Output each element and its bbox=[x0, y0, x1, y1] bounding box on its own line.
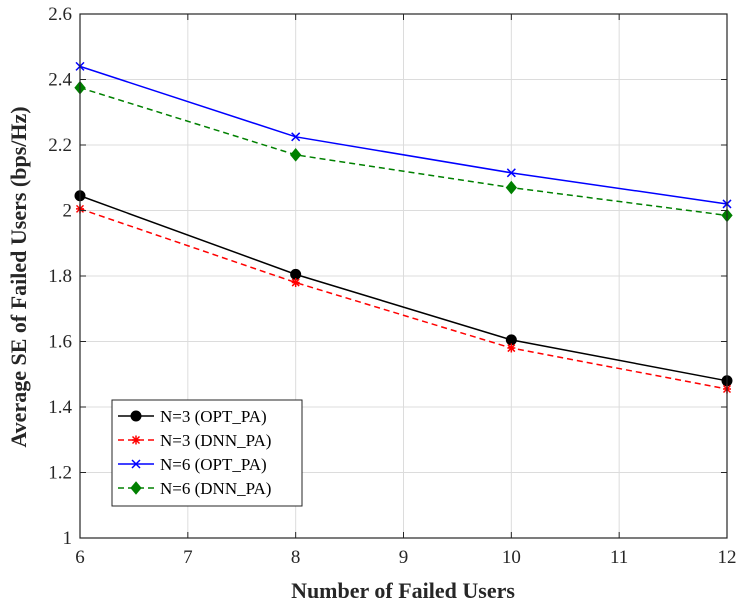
x-tick-label: 8 bbox=[291, 547, 301, 568]
legend-label-1: N=3 (OPT_PA) bbox=[160, 407, 267, 426]
y-tick-label: 2.2 bbox=[48, 135, 72, 156]
y-tick-label: 2.4 bbox=[48, 70, 72, 91]
series-line-3 bbox=[79, 65, 728, 205]
tick-marks bbox=[79, 13, 728, 539]
legend-marker-4 bbox=[130, 481, 142, 495]
series-line-4 bbox=[79, 86, 728, 217]
y-tick-label: 1.8 bbox=[48, 266, 72, 287]
data-point bbox=[506, 168, 516, 178]
data-point bbox=[290, 268, 302, 280]
data-point bbox=[507, 343, 516, 353]
y-tick-label: 1.6 bbox=[48, 332, 72, 353]
series-line-1 bbox=[79, 195, 728, 382]
y-tick-label: 1 bbox=[63, 528, 73, 549]
y-tick-label: 2.6 bbox=[48, 4, 72, 25]
legend-label-2: N=3 (DNN_PA) bbox=[160, 431, 271, 450]
legend-marker-1 bbox=[130, 410, 142, 422]
x-tick-label: 7 bbox=[183, 547, 193, 568]
x-tick-label: 6 bbox=[75, 547, 85, 568]
legend-marker-2 bbox=[131, 435, 141, 445]
data-point bbox=[291, 132, 301, 142]
legend-marker-3 bbox=[131, 459, 141, 469]
data-point bbox=[505, 334, 517, 346]
legend: N=3 (OPT_PA) N=3 (DNN_PA) N=6 (OPT_PA) N=6 … bbox=[111, 399, 303, 507]
y-tick-label: 1.2 bbox=[48, 463, 72, 484]
series-layer bbox=[74, 61, 733, 394]
legend-label-3: N=6 (OPT_PA) bbox=[160, 455, 267, 474]
data-point bbox=[505, 180, 517, 195]
x-tick-label: 11 bbox=[610, 547, 628, 568]
grid-lines bbox=[79, 13, 728, 539]
y-tick-label: 2 bbox=[63, 201, 73, 222]
x-tick-labels: 6 7 8 9 10 11 12 bbox=[75, 547, 736, 568]
data-point bbox=[290, 148, 302, 162]
x-axis-title: Number of Failed Users bbox=[291, 578, 515, 603]
x-tick-label: 10 bbox=[502, 547, 521, 568]
y-tick-labels: 1 1.2 1.4 1.6 1.8 2 2.2 2.4 2.6 bbox=[48, 4, 72, 549]
series-line-2 bbox=[79, 208, 728, 390]
data-point bbox=[291, 278, 300, 288]
y-tick-label: 1.4 bbox=[48, 397, 72, 418]
x-tick-label: 9 bbox=[399, 547, 409, 568]
legend-label-4: N=6 (DNN_PA) bbox=[160, 479, 271, 498]
x-tick-label: 12 bbox=[718, 547, 737, 568]
y-axis-title: Average SE of Failed Users (bps/Hz) bbox=[6, 106, 31, 447]
